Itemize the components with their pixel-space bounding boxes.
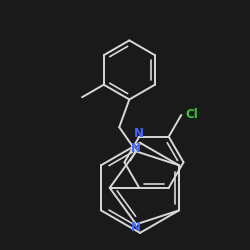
Text: Cl: Cl [185,108,198,122]
Text: N: N [134,127,144,140]
Text: N: N [131,221,141,234]
Text: N: N [131,142,141,155]
